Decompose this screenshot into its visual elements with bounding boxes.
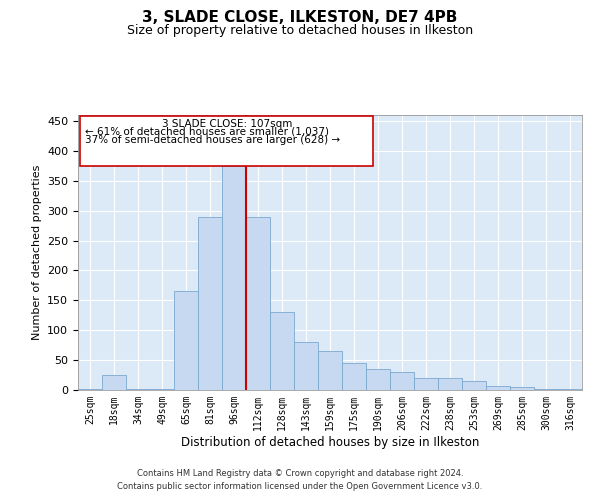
Bar bbox=[390, 372, 414, 390]
Text: 3, SLADE CLOSE, ILKESTON, DE7 4PB: 3, SLADE CLOSE, ILKESTON, DE7 4PB bbox=[142, 10, 458, 25]
Bar bbox=[78, 389, 102, 390]
Text: 37% of semi-detached houses are larger (628) →: 37% of semi-detached houses are larger (… bbox=[85, 136, 340, 145]
Bar bbox=[342, 363, 366, 390]
Bar bbox=[222, 166, 246, 390]
Y-axis label: Number of detached properties: Number of detached properties bbox=[32, 165, 41, 340]
Bar bbox=[438, 378, 462, 390]
Bar bbox=[294, 342, 318, 390]
Bar bbox=[414, 378, 438, 390]
Bar bbox=[534, 389, 558, 390]
Bar bbox=[174, 292, 198, 390]
Text: Size of property relative to detached houses in Ilkeston: Size of property relative to detached ho… bbox=[127, 24, 473, 37]
Text: Contains HM Land Registry data © Crown copyright and database right 2024.: Contains HM Land Registry data © Crown c… bbox=[137, 468, 463, 477]
FancyBboxPatch shape bbox=[80, 116, 373, 166]
Bar bbox=[510, 387, 534, 390]
Bar bbox=[366, 369, 390, 390]
Bar bbox=[102, 375, 126, 390]
Bar bbox=[318, 351, 342, 390]
Text: ← 61% of detached houses are smaller (1,037): ← 61% of detached houses are smaller (1,… bbox=[85, 127, 329, 137]
X-axis label: Distribution of detached houses by size in Ilkeston: Distribution of detached houses by size … bbox=[181, 436, 479, 448]
Bar bbox=[462, 381, 486, 390]
Bar bbox=[246, 216, 270, 390]
Bar bbox=[486, 386, 510, 390]
Text: Contains public sector information licensed under the Open Government Licence v3: Contains public sector information licen… bbox=[118, 482, 482, 491]
Text: 3 SLADE CLOSE: 107sqm: 3 SLADE CLOSE: 107sqm bbox=[161, 118, 292, 128]
Bar bbox=[198, 216, 222, 390]
Bar bbox=[270, 312, 294, 390]
